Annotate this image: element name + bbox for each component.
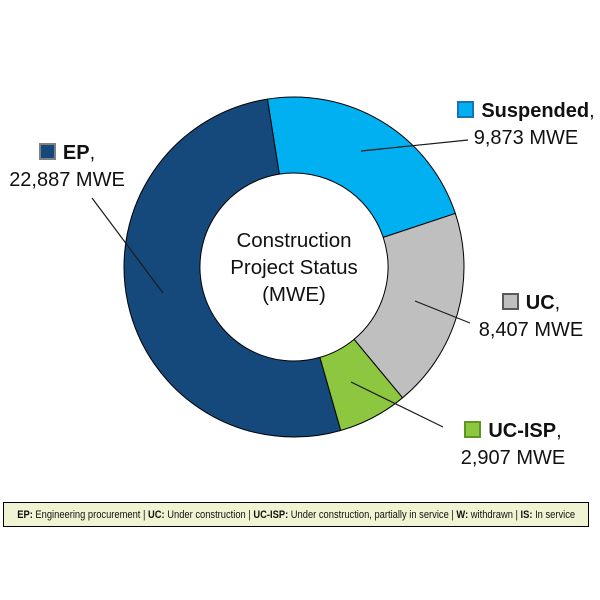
callout-ep-line1: EP, — [0, 140, 134, 167]
leader-line-ep — [91, 197, 164, 294]
callout-uc: UC, 8,407 MWE — [468, 290, 594, 344]
comma: , — [89, 142, 96, 164]
center-title-line-2: Project Status — [230, 256, 358, 279]
callout-suspended: Suspended, 9,873 MWE — [452, 98, 600, 152]
uc-value: 8,407 MWE — [478, 319, 584, 341]
suspended-label: Suspended — [481, 100, 590, 122]
leader-line-uc — [414, 300, 471, 324]
suspended-value: 9,873 MWE — [473, 127, 579, 149]
ep-legend-marker — [38, 143, 56, 160]
center-title: Construction Project Status (MWE) — [174, 227, 414, 308]
callout-ep: EP, 22,887 MWE — [0, 140, 134, 194]
uc-isp-value: 2,907 MWE — [460, 447, 566, 469]
abbreviation-legend-bar: EP: Engineering procurement | UC: Under … — [3, 502, 589, 527]
callout-uc-isp: UC-ISP, 2,907 MWE — [444, 418, 582, 472]
center-title-line-1: Construction — [236, 229, 352, 252]
uc-label: UC — [525, 292, 555, 314]
comma: , — [554, 292, 561, 314]
callout-suspended-line1: Suspended, — [452, 98, 600, 125]
callout-uc-line1: UC, — [468, 290, 594, 317]
callout-uc-isp-line1: UC-ISP, — [444, 418, 582, 445]
comma: , — [589, 100, 595, 122]
ep-value: 22,887 MWE — [9, 169, 125, 191]
slice-ep — [123, 98, 342, 438]
slice-suspended — [266, 96, 456, 238]
leader-lines — [91, 139, 471, 428]
donut-slices — [123, 96, 465, 438]
leader-line-suspended — [360, 139, 469, 152]
comma: , — [556, 420, 562, 442]
ep-label: EP — [62, 142, 90, 164]
slice-uc — [353, 212, 465, 399]
suspended-legend-marker — [457, 101, 475, 118]
leader-line-uc-isp — [350, 381, 444, 428]
uc-isp-label: UC-ISP — [488, 420, 557, 442]
uc-legend-marker — [501, 293, 519, 310]
uc-isp-legend-marker — [464, 421, 482, 438]
center-title-line-3: (MWE) — [262, 283, 326, 306]
abbreviation-legend-text: EP: Engineering procurement | UC: Under … — [17, 508, 575, 521]
